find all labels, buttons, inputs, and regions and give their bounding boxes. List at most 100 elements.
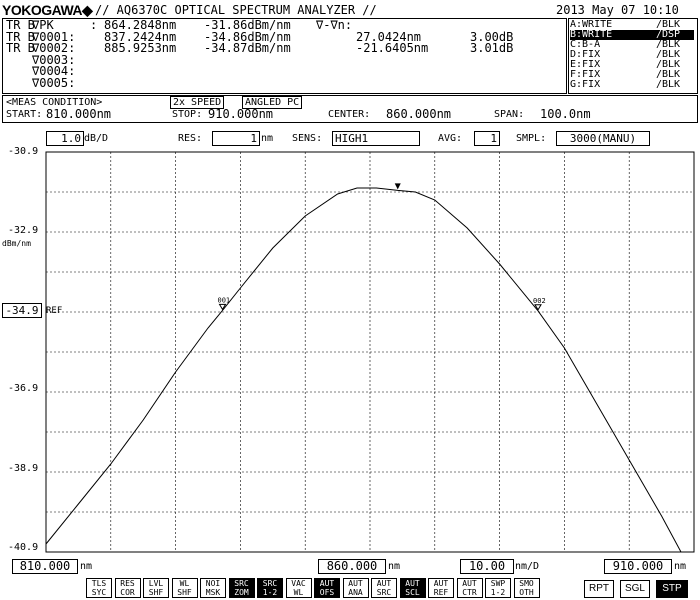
delta-label: ∇-∇n: [316, 18, 353, 32]
marker-wavelength: 864.2848nm [104, 18, 177, 32]
marker-name: ∇0001: [32, 29, 76, 44]
softkey-line1: SWP [490, 579, 506, 588]
softkey-line1: SRC [234, 579, 249, 588]
marker-wavelength: 885.9253nm [104, 41, 177, 55]
center-value: 860.000nm [386, 107, 452, 121]
trace-prefix: TR B [6, 18, 35, 32]
div-unit: nm/D [515, 561, 540, 572]
center-label: CENTER: [328, 109, 371, 120]
softkey-line1: AUT [376, 579, 392, 588]
connector-tag: ANGLED PC [242, 96, 303, 109]
softkey-aut-src[interactable]: AUT SRC [371, 578, 397, 598]
trace-mode: /BLK [656, 49, 681, 60]
stop-button[interactable]: STP [656, 580, 688, 598]
y-tick-label: -32.9 [8, 225, 39, 236]
softkey-aut-ana[interactable]: AUT ANA [342, 578, 369, 598]
stop-wavelength-field[interactable]: 910.000 [604, 559, 672, 574]
softkey-noi-msk[interactable]: NOI MSK [200, 578, 226, 598]
grid [46, 152, 694, 552]
trace-item-d[interactable]: D:FIX/BLK [570, 50, 694, 60]
scale-field[interactable]: 1.0 [46, 131, 84, 146]
softkey-wl-shf[interactable]: WL SHF [171, 578, 198, 598]
brand-logo: YOKOGAWA◆ [2, 2, 93, 19]
softkey-line2: 1-2 [262, 588, 278, 597]
softkey-swp-1-2[interactable]: SWP 1-2 [485, 578, 511, 598]
span-label: SPAN: [494, 109, 525, 120]
softkey-line1: WL [179, 579, 190, 588]
softkey-smo-oth[interactable]: SMO OTH [513, 578, 540, 598]
marker-level: -34.87dBm/nm [204, 41, 291, 55]
ref-level-value: -34.9 [5, 304, 39, 317]
res-label: RES: [178, 133, 203, 144]
trace-name: A:WRITE [570, 19, 613, 30]
trace-item-c[interactable]: C:B-A/BLK [570, 40, 694, 50]
start-label: START: [6, 109, 43, 120]
softkey-line1: AUT [433, 579, 449, 588]
softkey-lvl-shf[interactable]: LVL SHF [143, 578, 169, 598]
softkey-aut-ofs[interactable]: AUT OFS [314, 578, 340, 598]
y-axis-unit: dBm/nm [2, 239, 31, 248]
softkey-line2: ANA [348, 588, 363, 597]
y-tick-label: -38.9 [8, 463, 39, 474]
trace-mode: /BLK [656, 59, 681, 70]
softkey-line2: MSK [205, 588, 221, 597]
start-wavelength-field[interactable]: 810.000 [12, 559, 78, 574]
delta-level: 3.01dB [470, 41, 514, 55]
meas-condition-label: <MEAS CONDITION> [6, 97, 103, 108]
marker-panel [2, 18, 567, 94]
softkey-line1: LVL [148, 579, 164, 588]
sens-field[interactable]: HIGH1 [332, 131, 420, 146]
speed-tag: 2x SPEED [170, 96, 225, 109]
single-button[interactable]: SGL [620, 580, 650, 598]
trace-name: E:FIX [570, 59, 601, 70]
instrument-title: // AQ6370C OPTICAL SPECTRUM ANALYZER // [95, 3, 377, 17]
separator: : [90, 18, 98, 32]
smpl-label: SMPL: [516, 133, 547, 144]
softkey-res-cor[interactable]: RES COR [114, 578, 141, 598]
softkey-aut-ref[interactable]: AUT REF [428, 578, 454, 598]
softkey-aut-scl[interactable]: AUT SCL [399, 578, 426, 598]
softkey-line1: VAC [291, 579, 306, 588]
softkey-aut-ctr[interactable]: AUT CTR [456, 578, 483, 598]
softkey-line2: OFS [319, 588, 335, 597]
center-wavelength-field[interactable]: 860.000 [318, 559, 386, 574]
trace-b-line [45, 187, 694, 553]
marker-wavelength: 837.2424nm [104, 29, 177, 44]
ref-level-field[interactable]: -34.9 [2, 303, 42, 318]
softkey-tls-syc[interactable]: TLS SYC [86, 578, 112, 598]
marker-name: ∇0002: [32, 41, 76, 55]
trace-item-f[interactable]: F:FIX/BLK [570, 70, 694, 80]
trace-item-a[interactable]: A:WRITE/BLK [570, 20, 694, 30]
softkey-line1: AUT [405, 579, 420, 588]
diamond-icon: ◆ [82, 2, 93, 18]
ref-label: REF [46, 306, 63, 316]
softkey-line2: SYC [91, 588, 107, 597]
trace-mode: /BLK [656, 39, 681, 50]
marker-level: -31.86dBm/nm [204, 18, 291, 32]
avg-field[interactable]: 1 [474, 131, 500, 146]
res-field[interactable]: 1 [212, 131, 260, 146]
meas-condition-panel [2, 95, 698, 123]
peak-marker [394, 183, 401, 190]
softkey-src-zom[interactable]: SRC ZOM [228, 578, 255, 598]
trace-item-g[interactable]: G:FIX/BLK [570, 80, 694, 90]
marker-name: ∇0003: [32, 52, 76, 67]
marker-triangle-icon [218, 303, 227, 311]
softkey-line2: SCL [405, 588, 420, 597]
softkey-line2: SRC [376, 588, 392, 597]
div-field[interactable]: 10.00 [460, 559, 514, 574]
marker-triangle-icon [534, 304, 542, 311]
marker-001: 001 [218, 296, 231, 311]
stop-label: STOP: [172, 109, 203, 120]
stop-wavelength-unit: nm [674, 561, 687, 572]
repeat-button[interactable]: RPT [584, 580, 614, 598]
marker-name: ∇0004: [32, 64, 76, 78]
softkey-vac-wl[interactable]: VAC WL [285, 578, 312, 598]
softkey-src-1-2[interactable]: SRC 1-2 [257, 578, 283, 598]
marker-label: 001 [218, 296, 231, 304]
trace-item-b[interactable]: B:WRITE/DSP [570, 30, 694, 40]
smpl-field[interactable]: 3000(MANU) [556, 131, 650, 146]
trace-name: D:FIX [570, 49, 601, 60]
trace-item-e[interactable]: E:FIX/BLK [570, 60, 694, 70]
softkey-line1: SRC [262, 579, 278, 588]
